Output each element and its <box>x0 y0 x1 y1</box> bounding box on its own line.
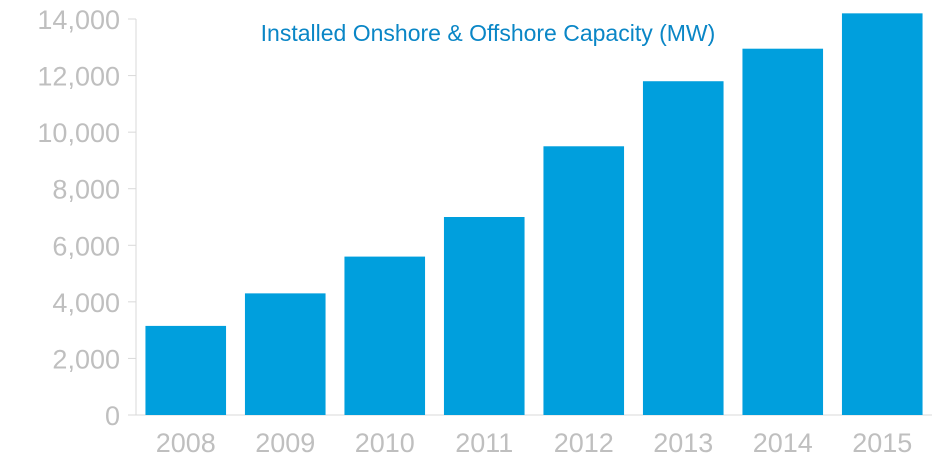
x-tick-label: 2011 <box>455 428 513 458</box>
bar-2013 <box>642 81 724 415</box>
bar-2015 <box>841 13 923 415</box>
bars <box>145 13 923 416</box>
y-tick-label: 14,000 <box>37 5 120 35</box>
bar-2009 <box>244 293 326 415</box>
y-axis: 0 2,000 4,000 6,000 8,000 10,000 12,000 14,000 <box>37 5 137 431</box>
y-tick-label: 4,000 <box>52 288 120 318</box>
bar-2011 <box>443 217 525 415</box>
y-tick-label: 10,000 <box>37 118 120 148</box>
x-tick-label: 2014 <box>753 428 813 458</box>
y-tick-label: 12,000 <box>37 62 120 92</box>
y-tick-label: 8,000 <box>52 175 120 205</box>
x-tick-label: 2010 <box>355 428 415 458</box>
x-tick-label: 2012 <box>554 428 614 458</box>
y-tick-label: 2,000 <box>52 344 120 374</box>
x-axis: 2008 2009 2010 2011 2012 2013 2014 2015 <box>136 414 932 458</box>
x-tick-label: 2009 <box>255 428 315 458</box>
bar-2014 <box>742 48 824 415</box>
chart-title: Installed Onshore & Offshore Capacity (M… <box>261 20 716 46</box>
bar-2010 <box>344 256 426 415</box>
x-tick-label: 2013 <box>653 428 713 458</box>
bar-2012 <box>543 146 625 416</box>
x-tick-label: 2008 <box>156 428 216 458</box>
y-tick-label: 6,000 <box>52 231 120 261</box>
bar-2008 <box>145 325 227 415</box>
y-tick-label: 0 <box>105 401 120 431</box>
x-tick-label: 2015 <box>852 428 912 458</box>
